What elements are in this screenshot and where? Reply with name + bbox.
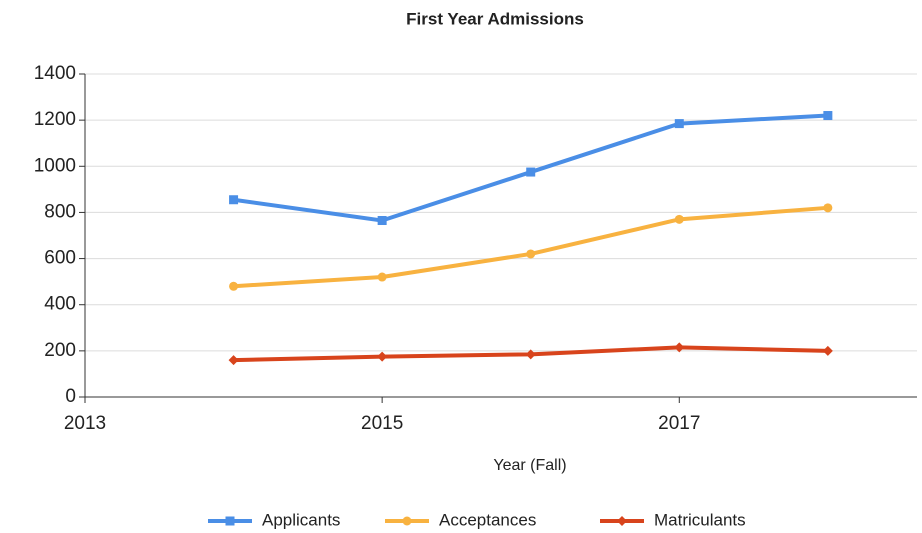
legend-label: Applicants: [262, 510, 340, 529]
marker: [823, 203, 833, 213]
x-tick-label: 2013: [64, 413, 106, 434]
marker: [617, 516, 627, 526]
y-tick-label: 1200: [34, 109, 76, 130]
marker: [228, 355, 239, 366]
marker: [674, 214, 684, 224]
y-tick-label: 1400: [34, 63, 76, 84]
marker: [822, 345, 833, 356]
legend-label: Acceptances: [439, 510, 536, 529]
marker: [526, 167, 536, 177]
marker: [225, 516, 235, 526]
marker: [377, 272, 387, 282]
marker: [674, 119, 684, 129]
marker: [823, 111, 833, 121]
y-tick-label: 200: [44, 340, 76, 361]
y-tick-label: 0: [65, 386, 76, 407]
marker: [402, 516, 412, 526]
marker: [674, 342, 685, 353]
x-axis-label: Year (Fall): [493, 457, 566, 474]
marker: [377, 216, 387, 226]
marker: [229, 281, 239, 291]
x-tick-label: 2015: [361, 413, 403, 434]
marker: [229, 195, 239, 205]
y-tick-label: 600: [44, 248, 76, 269]
y-tick-label: 800: [44, 201, 76, 222]
y-tick-label: 400: [44, 294, 76, 315]
marker: [525, 349, 536, 360]
marker: [377, 351, 388, 362]
chart-title: First Year Admissions: [406, 9, 584, 28]
line: [233, 205, 829, 289]
y-tick-label: 1000: [34, 155, 76, 176]
legend-label: Matriculants: [654, 510, 746, 529]
marker: [526, 249, 536, 259]
x-tick-label: 2017: [658, 413, 700, 434]
